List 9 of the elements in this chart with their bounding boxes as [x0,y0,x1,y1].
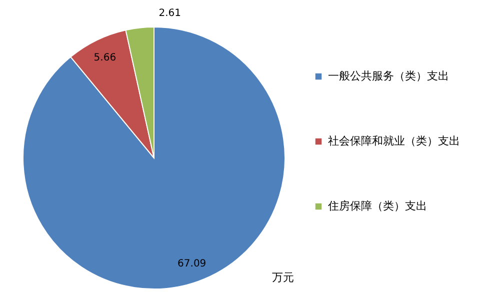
data-label: 2.61 [158,8,181,19]
data-label: 5.66 [94,52,116,64]
legend-label: 社会保障和就业（类）支出 [328,134,460,148]
pie-slice [70,30,154,158]
legend-label: 一般公共服务（类）支出 [328,70,449,82]
pie-slice [22,26,286,290]
legend-label: 住房保障（类）支出 [328,200,427,212]
text: 万元 [272,271,294,284]
data-label: 67.09 [178,258,206,270]
